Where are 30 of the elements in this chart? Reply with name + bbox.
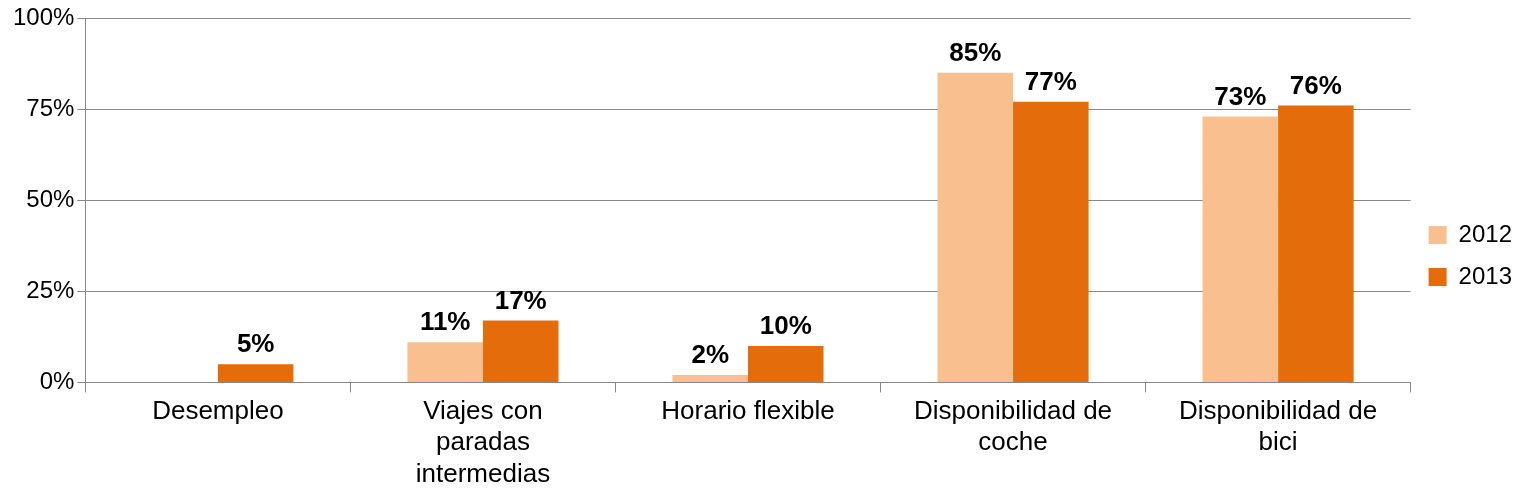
bar [1202,116,1279,382]
x-tick-label: Horario flexible [661,395,835,426]
data-label: 11% [419,306,471,337]
y-tick-label: 75% [26,93,75,121]
x-tick-label: Viajes con paradas intermedias [415,395,551,488]
y-tick-label: 25% [26,275,75,303]
data-label: 5% [236,328,275,359]
bar [482,320,559,382]
x-tick-label: Desempleo [152,395,284,426]
y-tick-label: 0% [39,367,75,395]
x-tick-label: Disponibilidad de coche [914,395,1113,457]
legend-label: 2012 [1458,219,1512,247]
bar [217,364,294,382]
data-label: 17% [494,284,547,315]
bar [748,345,824,382]
y-tick-label: 50% [26,184,75,212]
data-label: 85% [949,36,1002,67]
bar [672,375,748,382]
y-tick-label: 100% [12,2,75,30]
data-label: 73% [1214,80,1267,111]
data-label: 77% [1024,65,1077,96]
bar [1013,101,1089,382]
bar [1278,105,1354,382]
bar [407,342,483,382]
data-label: 10% [759,310,812,341]
data-label: 76% [1289,69,1342,100]
bar [937,72,1014,382]
data-label: 2% [691,339,730,370]
x-tick-label: Disponibilidad de bici [1179,395,1378,457]
legend-label: 2013 [1458,261,1512,289]
